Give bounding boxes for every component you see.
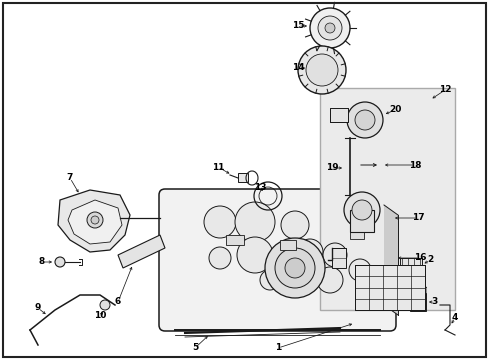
Circle shape <box>346 102 382 138</box>
Text: 4: 4 <box>451 314 457 323</box>
Circle shape <box>296 239 323 265</box>
Circle shape <box>281 211 308 239</box>
Circle shape <box>55 257 65 267</box>
Circle shape <box>203 206 236 238</box>
Circle shape <box>351 200 371 220</box>
Bar <box>331 248 346 268</box>
Text: 15: 15 <box>291 22 304 31</box>
Text: 12: 12 <box>438 85 450 94</box>
Circle shape <box>235 202 274 242</box>
Circle shape <box>343 192 379 228</box>
Circle shape <box>316 267 342 293</box>
Bar <box>225 235 244 245</box>
Bar <box>354 265 424 310</box>
Text: 7: 7 <box>67 174 73 183</box>
Text: 17: 17 <box>411 213 424 222</box>
Text: 9: 9 <box>35 303 41 312</box>
Bar <box>329 108 347 122</box>
Polygon shape <box>118 235 164 268</box>
Text: 20: 20 <box>388 105 400 114</box>
Circle shape <box>260 270 280 290</box>
Bar <box>349 230 363 239</box>
Text: 11: 11 <box>211 162 224 171</box>
Text: 16: 16 <box>413 253 426 262</box>
Text: 2: 2 <box>426 256 432 265</box>
Bar <box>280 240 295 250</box>
Circle shape <box>317 16 341 40</box>
Circle shape <box>348 259 370 281</box>
Bar <box>349 210 373 232</box>
Bar <box>399 258 421 272</box>
Circle shape <box>285 258 305 278</box>
Circle shape <box>264 238 325 298</box>
Text: 10: 10 <box>94 311 106 320</box>
Circle shape <box>208 247 230 269</box>
Circle shape <box>354 110 374 130</box>
Bar <box>409 293 425 311</box>
Text: 6: 6 <box>115 297 121 306</box>
Text: 18: 18 <box>408 161 420 170</box>
Circle shape <box>274 248 314 288</box>
Circle shape <box>309 8 349 48</box>
Circle shape <box>297 46 346 94</box>
Circle shape <box>323 243 346 267</box>
Circle shape <box>100 300 110 310</box>
Circle shape <box>237 237 272 273</box>
Text: 1: 1 <box>274 343 281 352</box>
Text: 3: 3 <box>431 297 437 306</box>
Polygon shape <box>383 205 397 315</box>
Polygon shape <box>68 200 122 244</box>
Text: 19: 19 <box>325 163 338 172</box>
Circle shape <box>305 54 337 86</box>
FancyBboxPatch shape <box>159 189 395 331</box>
Polygon shape <box>58 190 130 252</box>
Text: 13: 13 <box>253 184 265 193</box>
Text: 14: 14 <box>291 63 304 72</box>
Bar <box>319 88 454 310</box>
Text: 5: 5 <box>191 343 198 352</box>
Circle shape <box>87 212 103 228</box>
Text: 8: 8 <box>39 257 45 266</box>
Circle shape <box>325 23 334 33</box>
Circle shape <box>91 216 99 224</box>
Bar <box>238 173 247 182</box>
